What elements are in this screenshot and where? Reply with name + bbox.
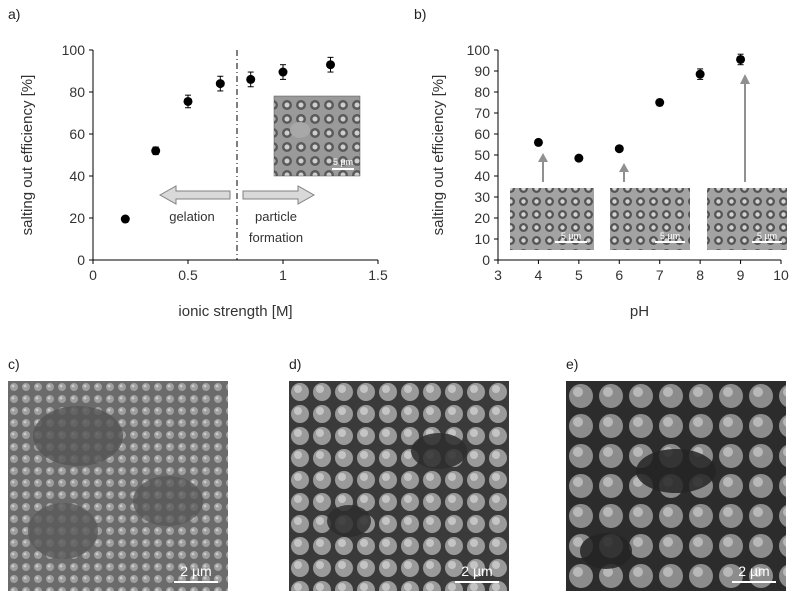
chart-a-x-tick-label: 1.5 (368, 267, 388, 283)
svg-text:5 µm: 5 µm (561, 231, 581, 241)
chart-a-x-tick-label: 1 (279, 267, 287, 283)
inset-micrograph-ph4: 5 µm (510, 188, 594, 250)
chart-b-y-tick-label: 70 (474, 105, 490, 121)
sem-d-scale-label: 2 µm (461, 563, 493, 579)
chart-a-data-point (326, 60, 335, 70)
inset-micrograph-a: 5 µm (273, 95, 361, 177)
chart-a-x-axis-label: ionic strength [M] (178, 303, 292, 320)
inset-arrow-ph9-icon (740, 74, 750, 182)
chart-b-data-point (574, 153, 584, 163)
chart-b-y-tick-label: 30 (474, 189, 490, 205)
panel-label-c: c) (8, 356, 20, 372)
chart-a-data-point (246, 74, 256, 84)
inset-arrow-ph6-icon (619, 163, 629, 182)
sem-c-scale-label: 2 µm (180, 563, 212, 579)
chart-a-data-point (278, 67, 288, 77)
chart-a-y-tick-label: 0 (77, 252, 85, 268)
sem-e-scale-label: 2 µm (738, 563, 770, 579)
chart-a-data-point (120, 214, 130, 224)
sem-image-e: 2 µm (566, 381, 786, 591)
panel-label-a: a) (8, 6, 21, 22)
chart-b-x-tick-label: 8 (696, 267, 704, 283)
chart-b-x-tick-label: 7 (656, 267, 664, 283)
chart-a-x-tick-label: 0.5 (178, 267, 198, 283)
sem-e-scale-bar (732, 581, 776, 583)
chart-b-data-point (655, 98, 665, 107)
chart-a-data-point (215, 79, 225, 89)
sem-d-scale-bar (455, 581, 499, 583)
chart-a-y-tick-label: 100 (62, 42, 86, 58)
chart-a-y-tick-label: 60 (69, 126, 85, 142)
inset-micrograph-ph9: 5 µm (707, 188, 787, 250)
chart-a: 0 0.5 1 1.5 0 20 40 60 80 100 ionic strength [M] sa… (19, 42, 388, 320)
panel-label-b: b) (414, 6, 427, 22)
chart-b-data-point (614, 144, 624, 154)
chart-b-data-point (695, 69, 705, 79)
inset-arrow-ph4-icon (538, 153, 548, 182)
chart-b-y-tick-label: 60 (474, 126, 490, 142)
chart-b-y-tick-label: 20 (474, 210, 490, 226)
chart-b-y-tick-label: 40 (474, 168, 490, 184)
chart-b: 3 4 5 6 7 8 9 100102030405060708090100pHsalting… (430, 42, 789, 320)
chart-b-y-tick-label: 50 (474, 147, 490, 163)
chart-b-data-point (736, 54, 746, 64)
chart-b-y-tick-label: 0 (482, 252, 490, 268)
chart-a-x-tick-label: 0 (89, 267, 97, 283)
chart-b-x-tick-label: 10 (773, 267, 789, 283)
chart-b-x-axis-label: pH (630, 303, 649, 320)
svg-text:5 µm: 5 µm (333, 157, 353, 167)
chart-a-data-point (183, 96, 193, 106)
inset-micrograph-ph6: 5 µm (610, 188, 690, 250)
chart-a-y-axis-label: salting out efficiency [%] (19, 75, 36, 236)
particle-formation-arrow-icon (242, 185, 316, 205)
chart-b-data-point (533, 137, 543, 147)
svg-text:5 µm: 5 µm (660, 231, 680, 241)
formation-label: formation (249, 230, 303, 245)
chart-b-x-tick-label: 4 (535, 267, 543, 283)
chart-a-y-tick-label: 20 (69, 210, 85, 226)
chart-b-x-tick-label: 3 (494, 267, 502, 283)
chart-b-y-tick-label: 80 (474, 84, 490, 100)
chart-a-y-tick-label: 80 (69, 84, 85, 100)
chart-b-y-tick-label: 10 (474, 231, 490, 247)
chart-b-y-axis-label: salting out efficiency [%] (430, 75, 447, 236)
chart-a-y-tick-label: 40 (69, 168, 85, 184)
particle-label: particle (255, 209, 297, 224)
gelation-arrow-icon (158, 185, 231, 205)
sem-image-d: 2 µm (289, 381, 509, 591)
panel-label-d: d) (289, 356, 302, 372)
panel-label-e: e) (566, 356, 579, 372)
sem-c-scale-bar (174, 581, 218, 583)
chart-b-y-tick-label: 90 (474, 63, 490, 79)
chart-b-x-tick-label: 5 (575, 267, 583, 283)
chart-b-y-tick-label: 100 (467, 42, 491, 58)
chart-a-data-point (151, 146, 161, 156)
sem-image-c: 2 µm (8, 381, 228, 591)
gelation-label: gelation (169, 209, 215, 224)
chart-b-x-tick-label: 6 (615, 267, 623, 283)
chart-b-x-tick-label: 9 (737, 267, 745, 283)
svg-text:5 µm: 5 µm (757, 231, 777, 241)
